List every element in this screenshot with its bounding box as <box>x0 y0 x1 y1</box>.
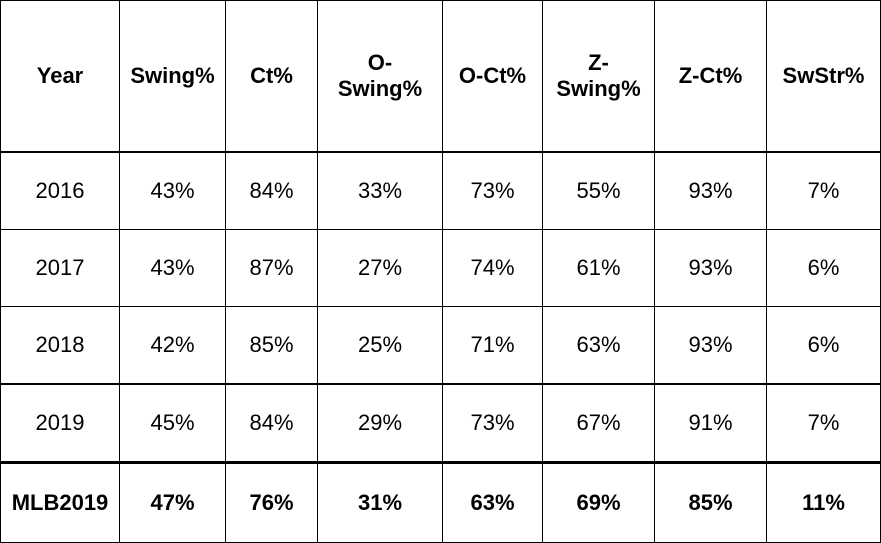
header-swstr-pct: SwStr% <box>766 0 881 153</box>
header-z-swing-pct: Z- Swing% <box>542 0 655 153</box>
cell-o-ct-pct: 73% <box>442 151 543 230</box>
cell-ct-pct: 84% <box>225 151 318 230</box>
cell-o-swing-pct: 25% <box>317 306 443 385</box>
cell-z-swing-pct: 55% <box>542 151 655 230</box>
cell-swstr-pct: 6% <box>766 306 881 385</box>
cell-swing-pct: 42% <box>119 306 226 385</box>
cell-swstr-pct: 11% <box>766 461 881 543</box>
cell-z-swing-pct: 69% <box>542 461 655 543</box>
cell-swing-pct: 43% <box>119 151 226 230</box>
cell-z-ct-pct: 93% <box>654 306 767 385</box>
cell-year: 2019 <box>0 383 120 463</box>
cell-ct-pct: 87% <box>225 229 318 307</box>
table-row: 2017 43% 87% 27% 74% 61% 93% 6% <box>0 229 881 307</box>
table-row: 2019 45% 84% 29% 73% 67% 91% 7% <box>0 383 881 463</box>
cell-ct-pct: 76% <box>225 461 318 543</box>
cell-swing-pct: 45% <box>119 383 226 463</box>
header-z-ct-pct: Z-Ct% <box>654 0 767 153</box>
header-o-ct-pct: O-Ct% <box>442 0 543 153</box>
table-row: 2016 43% 84% 33% 73% 55% 93% 7% <box>0 151 881 230</box>
cell-swstr-pct: 7% <box>766 151 881 230</box>
header-year: Year <box>0 0 120 153</box>
header-row: Year Swing% Ct% O- Swing% O-Ct% Z- Swing… <box>0 0 881 153</box>
header-ct-pct: Ct% <box>225 0 318 153</box>
cell-year: 2016 <box>0 151 120 230</box>
cell-z-swing-pct: 61% <box>542 229 655 307</box>
cell-z-swing-pct: 67% <box>542 383 655 463</box>
table-body: 2016 43% 84% 33% 73% 55% 93% 7% 2017 43%… <box>0 151 881 543</box>
cell-o-ct-pct: 74% <box>442 229 543 307</box>
cell-year: 2017 <box>0 229 120 307</box>
cell-o-ct-pct: 73% <box>442 383 543 463</box>
cell-o-swing-pct: 29% <box>317 383 443 463</box>
cell-ct-pct: 85% <box>225 306 318 385</box>
cell-year: 2018 <box>0 306 120 385</box>
cell-o-ct-pct: 63% <box>442 461 543 543</box>
table-row: 2018 42% 85% 25% 71% 63% 93% 6% <box>0 306 881 385</box>
table-header: Year Swing% Ct% O- Swing% O-Ct% Z- Swing… <box>0 0 881 153</box>
cell-z-ct-pct: 93% <box>654 151 767 230</box>
cell-o-ct-pct: 71% <box>442 306 543 385</box>
cell-z-swing-pct: 63% <box>542 306 655 385</box>
cell-z-ct-pct: 93% <box>654 229 767 307</box>
cell-ct-pct: 84% <box>225 383 318 463</box>
cell-swing-pct: 43% <box>119 229 226 307</box>
cell-swstr-pct: 6% <box>766 229 881 307</box>
cell-swstr-pct: 7% <box>766 383 881 463</box>
cell-o-swing-pct: 27% <box>317 229 443 307</box>
cell-o-swing-pct: 33% <box>317 151 443 230</box>
cell-z-ct-pct: 85% <box>654 461 767 543</box>
cell-swing-pct: 47% <box>119 461 226 543</box>
cell-o-swing-pct: 31% <box>317 461 443 543</box>
cell-year: MLB2019 <box>0 461 120 543</box>
header-swing-pct: Swing% <box>119 0 226 153</box>
header-o-swing-pct: O- Swing% <box>317 0 443 153</box>
summary-row: MLB2019 47% 76% 31% 63% 69% 85% 11% <box>0 461 881 543</box>
cell-z-ct-pct: 91% <box>654 383 767 463</box>
